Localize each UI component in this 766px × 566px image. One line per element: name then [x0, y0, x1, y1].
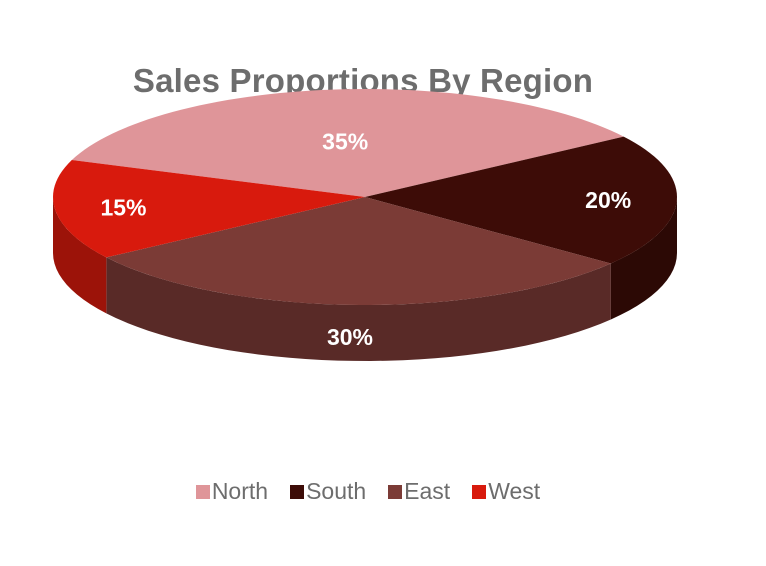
- legend-label-east: East: [404, 478, 451, 504]
- pie-slice-north[interactable]: [71, 89, 624, 197]
- data-label-north: 35%: [322, 128, 368, 154]
- legend-label-north: North: [211, 478, 269, 504]
- legend: North South East West: [0, 478, 736, 505]
- legend-item-south[interactable]: South: [290, 478, 366, 505]
- legend-item-north[interactable]: North: [195, 478, 269, 505]
- pie-side-south: [610, 197, 677, 320]
- legend-swatch-north: [195, 484, 210, 499]
- pie-slice-south[interactable]: [365, 136, 677, 264]
- pie-slice-west[interactable]: [53, 160, 365, 258]
- legend-swatch-east: [388, 484, 403, 499]
- data-label-south: 20%: [585, 187, 631, 213]
- pie-side-west: [53, 197, 107, 314]
- data-label-west: 15%: [100, 194, 146, 220]
- pie-sides: [53, 197, 677, 361]
- legend-swatch-south: [290, 484, 305, 499]
- legend-label-west: West: [488, 478, 541, 504]
- legend-swatch-west: [472, 484, 487, 499]
- legend-label-south: South: [306, 478, 367, 504]
- pie-labels: 35% 20% 30% 15%: [100, 128, 631, 350]
- legend-item-east[interactable]: East: [388, 478, 450, 505]
- pie-slice-east[interactable]: [106, 197, 611, 305]
- data-label-east: 30%: [327, 324, 373, 350]
- legend-item-west[interactable]: West: [472, 478, 540, 505]
- pie-tops: [53, 89, 677, 305]
- pie-side-east: [106, 257, 611, 361]
